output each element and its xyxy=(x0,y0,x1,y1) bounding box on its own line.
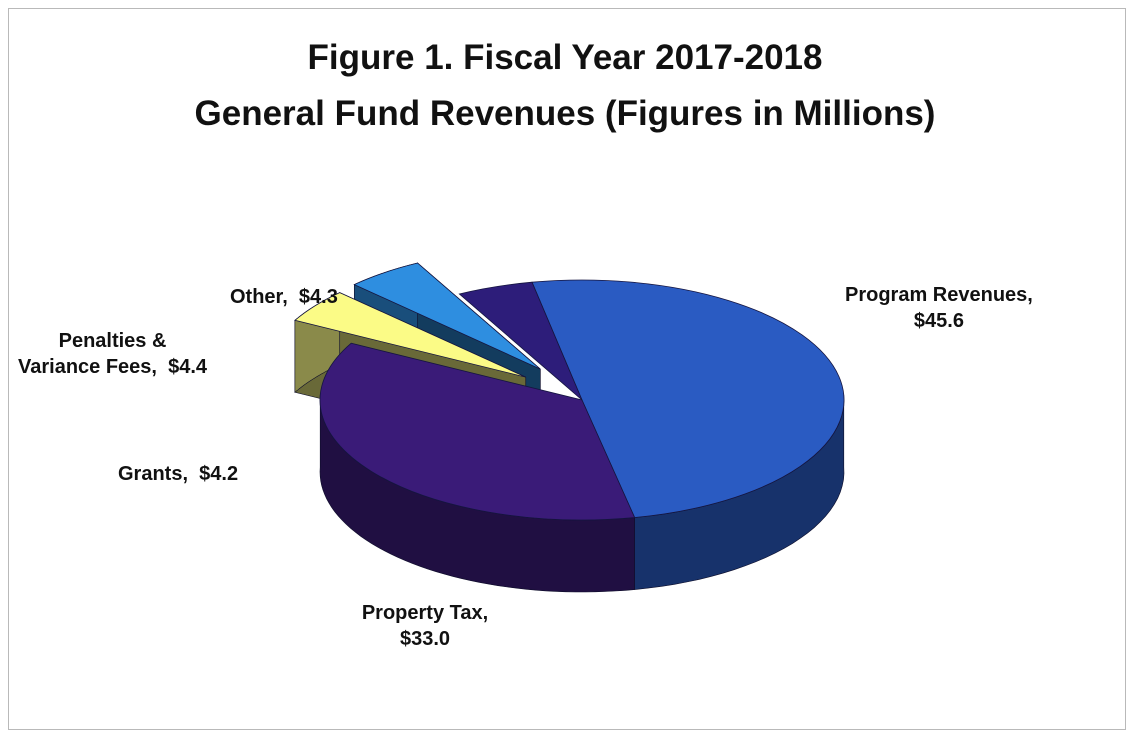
label-grants: Grants, $4.2 xyxy=(118,461,238,487)
slice-top-3 xyxy=(353,262,541,370)
chart-title: Figure 1. Fiscal Year 2017-2018 xyxy=(307,38,823,77)
label-other-value: $4.3 xyxy=(298,286,338,308)
label-other-text: Other, $4.3 xyxy=(230,284,338,310)
label-program-revenues-value: $45.6 xyxy=(913,310,964,332)
label-penalties: Penalties & Variance Fees, $4.4 xyxy=(18,328,207,380)
label-other-name: Other, xyxy=(230,286,288,308)
slice-top-1 xyxy=(319,342,636,521)
label-penalties-name: Variance Fees, xyxy=(18,356,157,378)
label-program-revenues: Program Revenues, $45.6 xyxy=(845,282,1033,334)
slice-top-2 xyxy=(294,292,526,378)
label-property-tax-name: Property Tax, xyxy=(361,602,489,624)
chart-subtitle: General Fund Revenues (Figures in Millio… xyxy=(194,94,936,133)
label-penalties-line1: Penalties & xyxy=(58,330,167,352)
label-property-tax: Property Tax, $33.0 xyxy=(355,600,495,652)
slice-top-4 xyxy=(458,281,583,401)
label-grants-text: Grants, $4.2 xyxy=(118,461,238,487)
label-program-revenues-name: Program Revenues, xyxy=(845,284,1033,306)
slice-top-0 xyxy=(531,279,845,518)
label-penalties-value: $4.4 xyxy=(168,356,208,378)
label-penalties-line2: Variance Fees, $4.4 xyxy=(18,354,207,380)
label-grants-name: Grants, xyxy=(118,463,189,485)
label-property-tax-value: $33.0 xyxy=(399,628,451,650)
label-grants-value: $4.2 xyxy=(199,463,239,485)
label-other: Other, $4.3 xyxy=(230,284,338,310)
